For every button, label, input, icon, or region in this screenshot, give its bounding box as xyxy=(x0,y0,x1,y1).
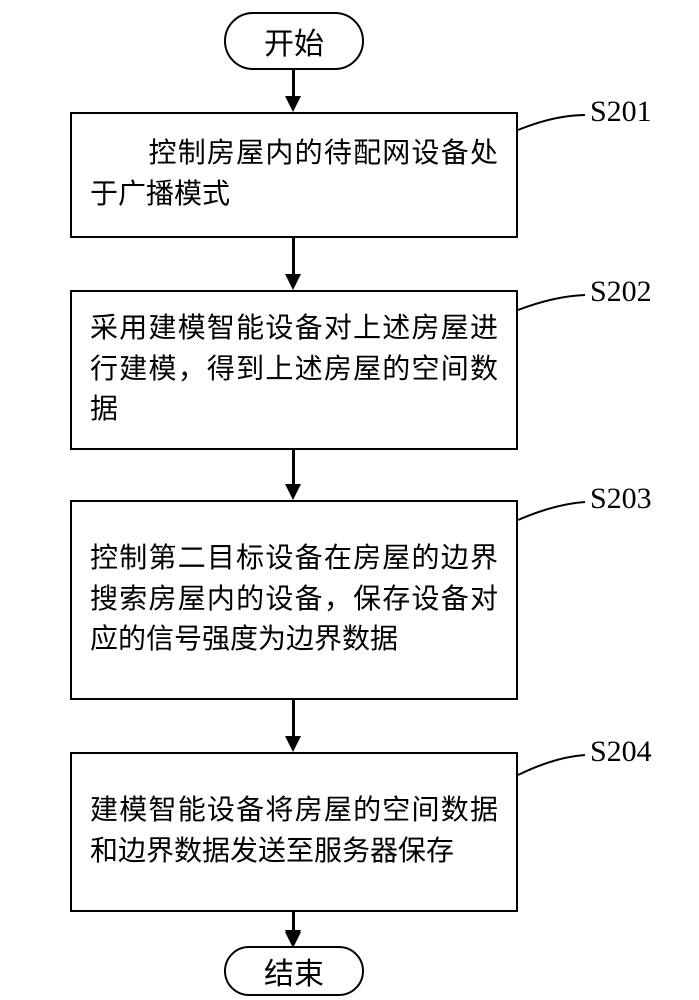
leader-s201 xyxy=(0,0,699,1000)
flowchart-canvas: 开始 控制房屋内的待配网设备处于广播模式 采用建模智能设备对上述房屋进行建模，得… xyxy=(0,0,699,1000)
